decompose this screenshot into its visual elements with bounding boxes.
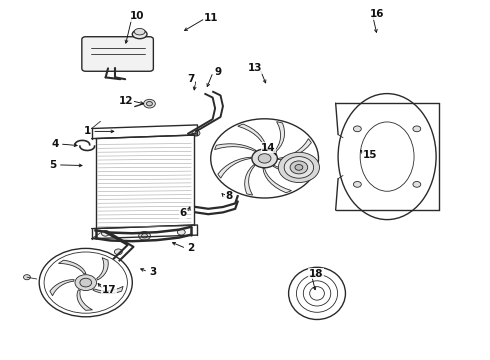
Text: 10: 10 — [130, 11, 145, 21]
Circle shape — [80, 278, 92, 287]
Circle shape — [101, 230, 109, 236]
Polygon shape — [273, 166, 315, 173]
Text: 12: 12 — [119, 96, 134, 106]
Circle shape — [252, 149, 277, 168]
Circle shape — [177, 229, 185, 235]
Polygon shape — [77, 290, 93, 310]
Text: 16: 16 — [370, 9, 385, 19]
Circle shape — [114, 249, 122, 255]
Polygon shape — [274, 122, 285, 152]
FancyBboxPatch shape — [82, 37, 153, 71]
Circle shape — [142, 234, 147, 238]
Text: 14: 14 — [261, 143, 276, 153]
Circle shape — [295, 165, 303, 170]
Ellipse shape — [134, 28, 145, 35]
Text: 1: 1 — [84, 126, 91, 136]
Text: 5: 5 — [49, 160, 56, 170]
Text: 17: 17 — [101, 285, 116, 295]
Circle shape — [24, 275, 30, 280]
Circle shape — [413, 181, 421, 187]
Ellipse shape — [132, 30, 147, 39]
Text: 2: 2 — [188, 243, 195, 253]
Polygon shape — [245, 165, 255, 195]
Circle shape — [290, 161, 308, 174]
Polygon shape — [238, 124, 266, 148]
Text: 6: 6 — [179, 208, 186, 218]
Text: 13: 13 — [247, 63, 262, 73]
Text: 11: 11 — [203, 13, 218, 23]
Circle shape — [192, 130, 200, 136]
Circle shape — [278, 152, 319, 183]
Polygon shape — [93, 286, 123, 294]
Text: 8: 8 — [226, 191, 233, 201]
Text: 4: 4 — [51, 139, 59, 149]
Text: 9: 9 — [215, 67, 221, 77]
Polygon shape — [50, 280, 74, 296]
Circle shape — [139, 231, 150, 240]
Polygon shape — [215, 144, 256, 151]
Text: 7: 7 — [187, 74, 195, 84]
Text: 15: 15 — [363, 150, 377, 160]
Polygon shape — [218, 157, 251, 178]
Circle shape — [144, 99, 155, 108]
Polygon shape — [278, 139, 311, 159]
Circle shape — [75, 275, 97, 291]
Polygon shape — [97, 258, 108, 280]
Circle shape — [413, 126, 421, 132]
Polygon shape — [263, 168, 292, 193]
Circle shape — [284, 157, 314, 178]
Text: 3: 3 — [149, 267, 156, 277]
Circle shape — [353, 126, 361, 132]
Circle shape — [258, 154, 271, 163]
Circle shape — [147, 102, 152, 106]
Text: 18: 18 — [309, 269, 323, 279]
Circle shape — [353, 181, 361, 187]
Polygon shape — [58, 260, 86, 274]
